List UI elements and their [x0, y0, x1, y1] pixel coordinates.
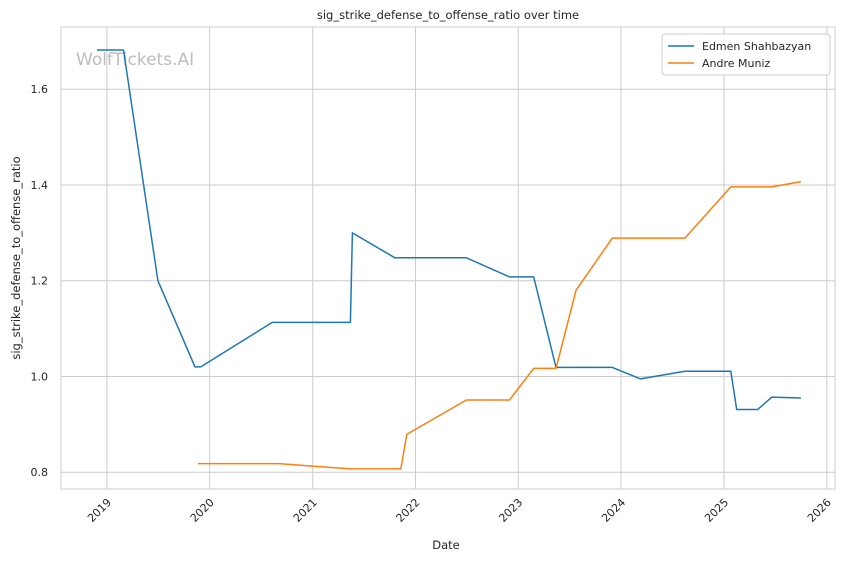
legend-entry-1: Edmen Shahbazyan [702, 40, 811, 53]
x-tick-label: 2020 [188, 496, 217, 525]
series-line-2 [197, 180, 802, 470]
x-tick-label: 2026 [805, 496, 834, 525]
y-tick-label: 1.2 [31, 275, 49, 288]
x-axis-label: Date [432, 538, 460, 552]
x-tick-label: 2022 [394, 496, 423, 525]
series-line-1 [97, 49, 801, 411]
x-tick-label: 2024 [599, 496, 628, 525]
y-tick-label: 1.6 [31, 83, 49, 96]
grid [61, 27, 835, 489]
y-tick-labels: 0.8 1.0 1.2 1.4 1.6 [31, 83, 49, 479]
x-tick-label: 2025 [702, 496, 731, 525]
series-group [97, 49, 802, 470]
y-tick-label: 0.8 [31, 466, 49, 479]
chart-title: sig_strike_defense_to_offense_ratio over… [317, 8, 579, 22]
x-tick-label: 2021 [291, 496, 320, 525]
x-tick-label: 2019 [85, 496, 114, 525]
y-tick-label: 1.0 [31, 370, 49, 383]
x-tick-labels: 2019 2020 2021 2022 2023 2024 2025 2026 [85, 496, 834, 525]
legend: Edmen Shahbazyan Andre Muniz [661, 33, 831, 76]
legend-entry-2: Andre Muniz [702, 57, 771, 70]
legend-box [661, 33, 831, 76]
y-axis-label: sig_strike_defense_to_offense_ratio [9, 156, 23, 359]
x-tick-label: 2023 [496, 496, 525, 525]
plot-frame [60, 26, 836, 490]
y-tick-label: 1.4 [31, 179, 49, 192]
watermark: WolfTickets.AI [76, 50, 194, 70]
